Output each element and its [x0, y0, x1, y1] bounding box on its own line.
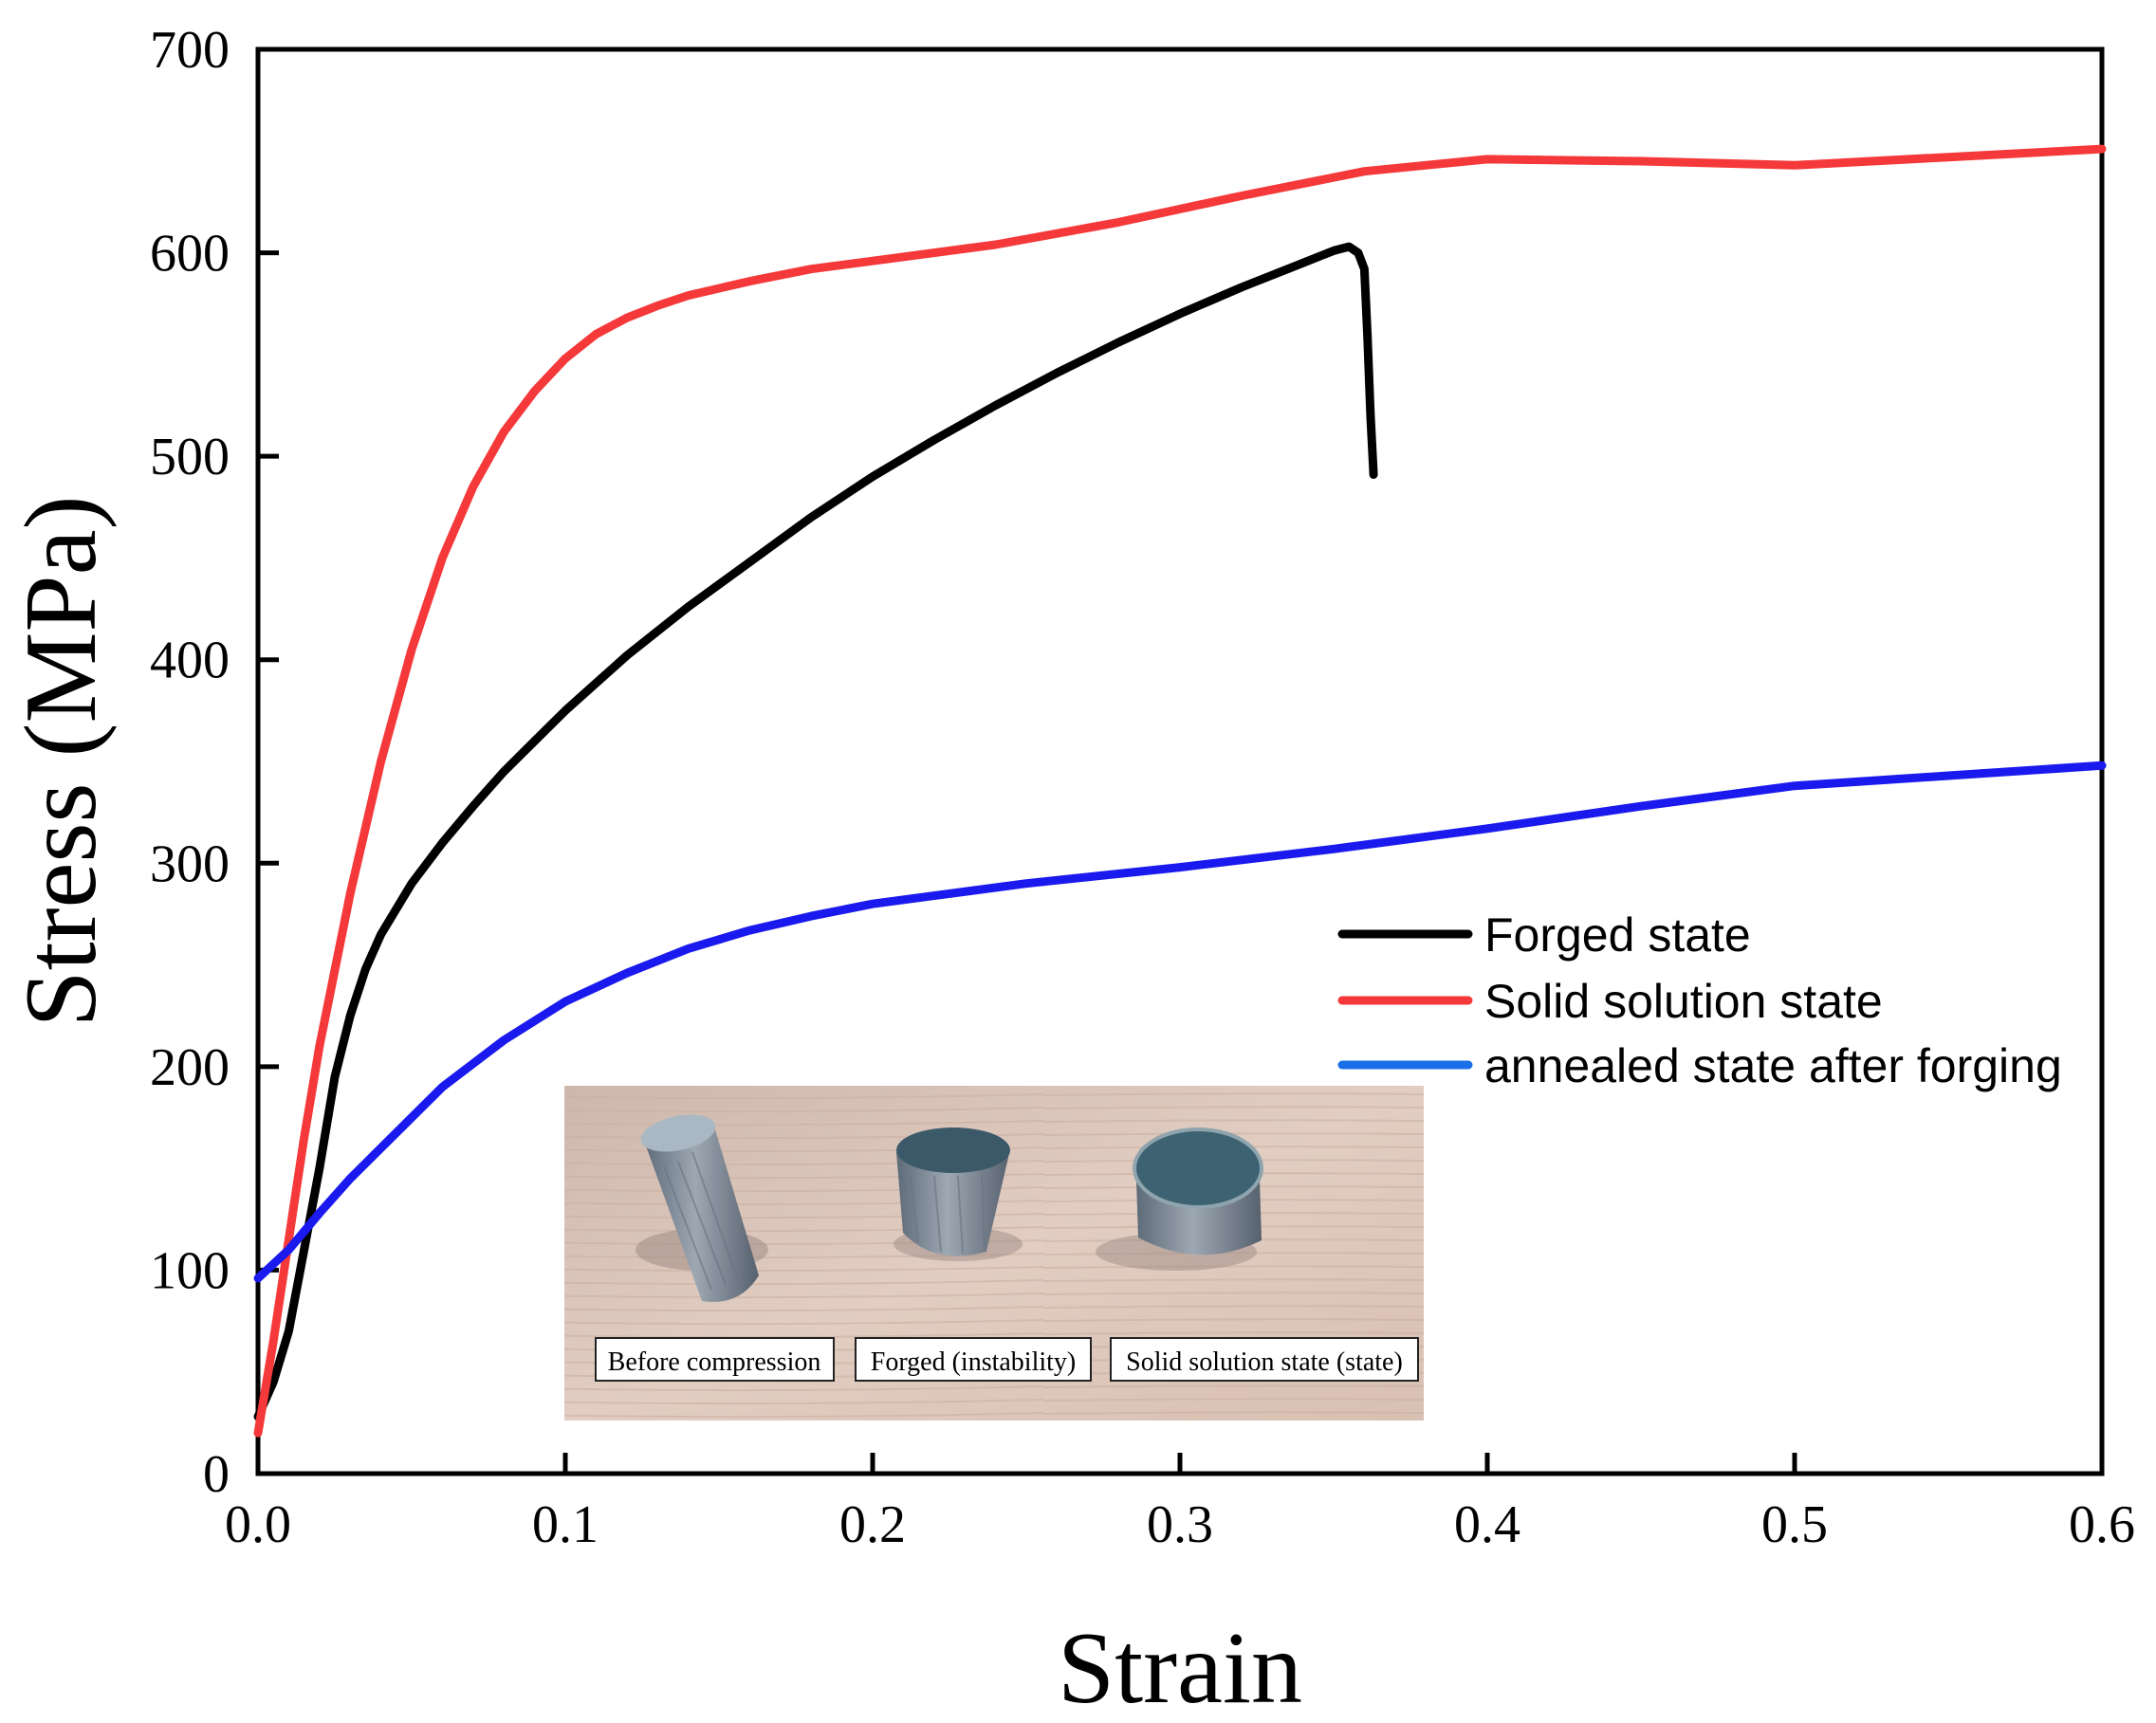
- caption-forged: Forged (instability): [871, 1347, 1076, 1377]
- legend-label-annealed: annealed state after forging: [1484, 1039, 2062, 1092]
- legend-label-solid: Solid solution state: [1484, 975, 1883, 1028]
- series-line-solid-solution: [253, 144, 2107, 1438]
- x-tick-label: 0.4: [1454, 1495, 1520, 1554]
- specimen-before-compression: [636, 1114, 768, 1302]
- y-tick-label: 400: [150, 632, 230, 690]
- y-tick-label: 500: [150, 428, 230, 486]
- y-tick-label: 100: [150, 1241, 230, 1300]
- series-line-forged: [253, 242, 1378, 1421]
- y-axis-ticks: 0 100 200 300 400 500 600 700: [150, 21, 279, 1504]
- y-tick-label: 0: [203, 1445, 230, 1504]
- caption-box-forged: [855, 1337, 1092, 1382]
- x-tick-label: 0.3: [1147, 1495, 1213, 1554]
- y-tick-label: 700: [150, 21, 230, 80]
- x-tick-label: 0.2: [839, 1495, 906, 1554]
- y-tick-label: 200: [150, 1038, 230, 1097]
- caption-solid: Solid solution state (state): [1126, 1347, 1403, 1377]
- y-tick-label: 600: [150, 225, 230, 284]
- y-tick-label: 300: [150, 834, 230, 893]
- x-axis-title: Strain: [1058, 1612, 1302, 1723]
- caption-box-solid: [1110, 1337, 1419, 1382]
- series-line-annealed: [253, 761, 2107, 1283]
- x-tick-label: 0.5: [1761, 1495, 1828, 1554]
- specimen-solid-solution: [1096, 1127, 1263, 1271]
- caption-box-before: [595, 1337, 835, 1382]
- inset-photo: Before compression Forged (instability) …: [564, 1086, 1424, 1421]
- x-axis-ticks: 0.0 0.1 0.2 0.3 0.4 0.5 0.6: [225, 1453, 2135, 1554]
- legend-label-forged: Forged state: [1484, 908, 1751, 962]
- x-tick-label: 0.0: [225, 1495, 291, 1554]
- series-layer: [253, 144, 2107, 1438]
- x-tick-label: 0.6: [2069, 1495, 2135, 1554]
- x-tick-label: 0.1: [532, 1495, 599, 1554]
- y-axis-title: Stress (MPa): [5, 496, 118, 1028]
- legend: Forged state Solid solution state anneal…: [1337, 908, 2062, 1092]
- specimen-forged: [894, 1127, 1023, 1261]
- caption-before: Before compression: [608, 1347, 821, 1377]
